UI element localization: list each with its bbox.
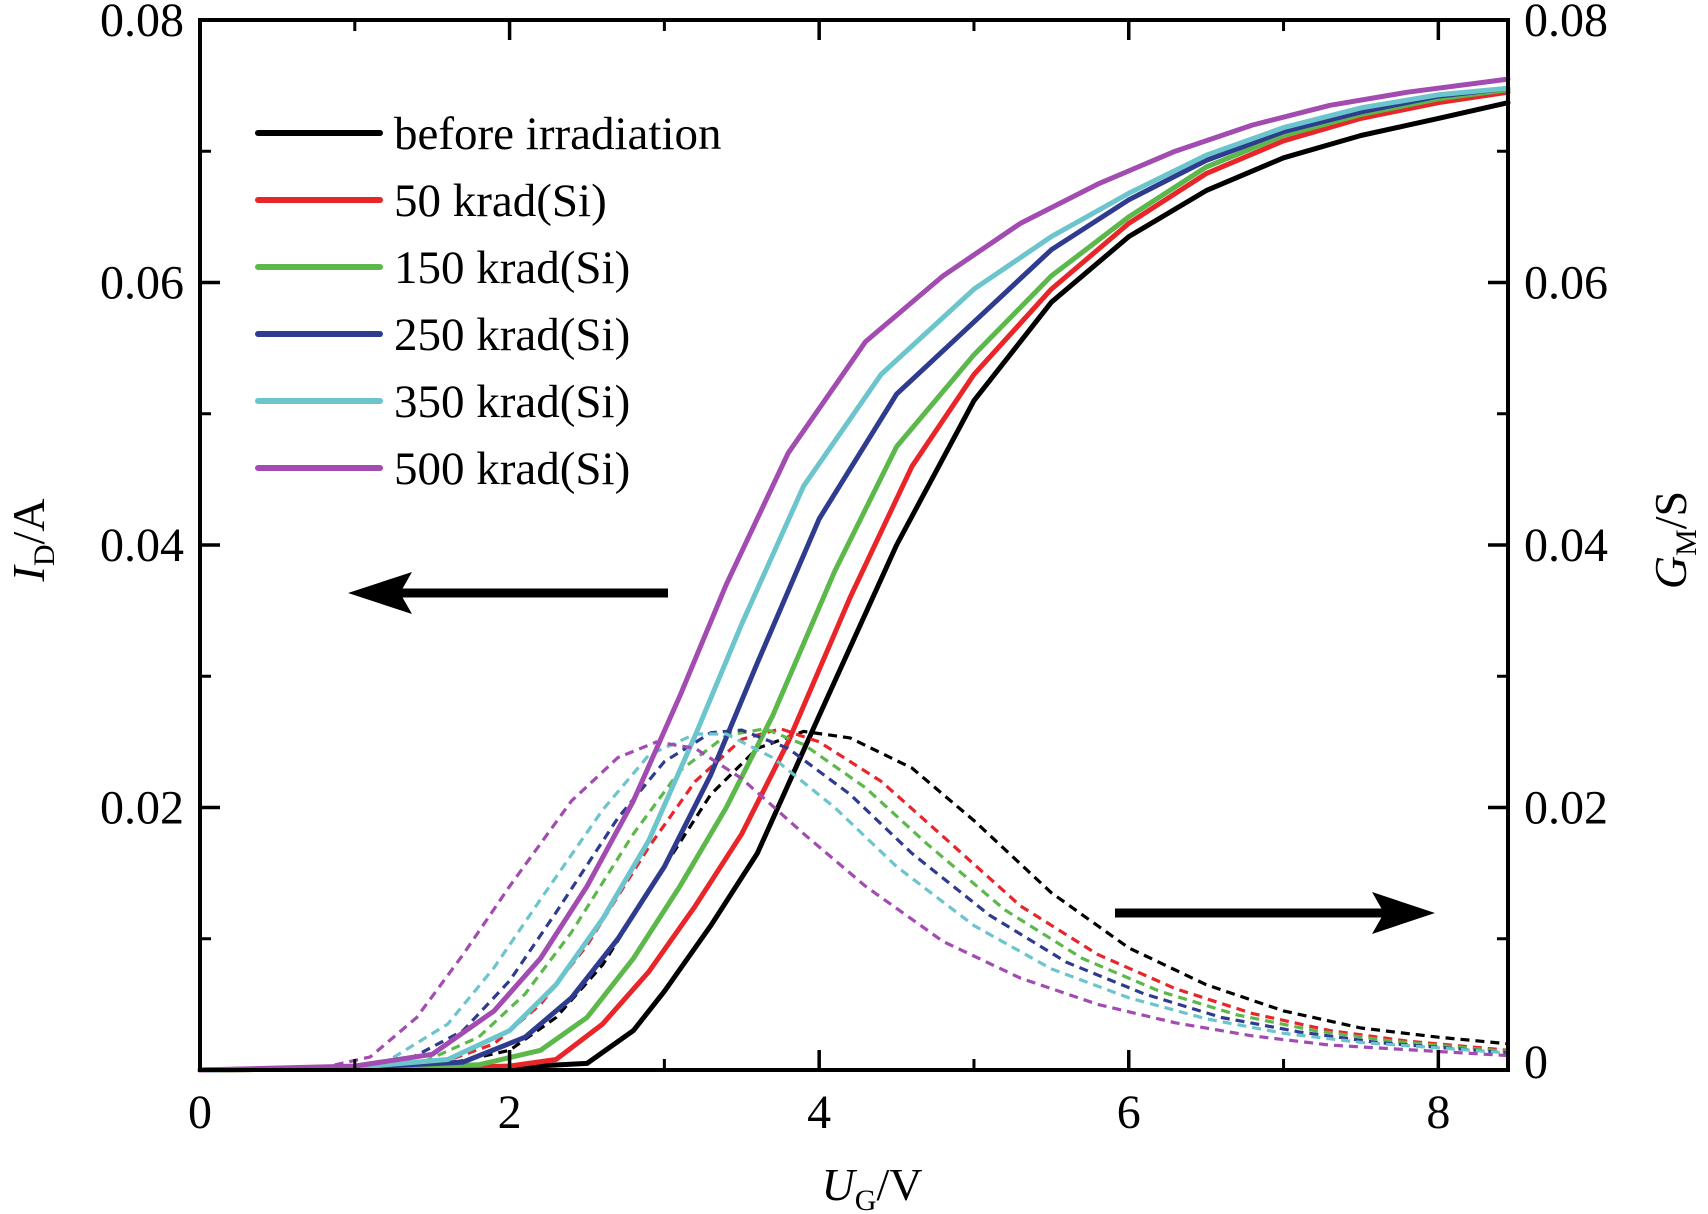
y-left-tick-label: 0.08 <box>100 0 184 47</box>
y-right-tick-label: 0.06 <box>1524 257 1608 310</box>
gm-curve-2 <box>200 727 1509 1072</box>
id-curve-2 <box>197 87 1511 1073</box>
x-tick-label: 4 <box>807 1086 831 1139</box>
legend-label-0: before irradiation <box>394 108 722 160</box>
gm-curve-4 <box>199 732 1509 1072</box>
y-right-tick-label: 0.02 <box>1524 782 1608 835</box>
series-layer <box>197 76 1511 1073</box>
right-arrow-head <box>1372 892 1435 934</box>
arrows <box>348 572 1435 934</box>
y-axis-label-right-sub: M <box>1670 529 1703 556</box>
id-curve-4 <box>197 85 1511 1073</box>
x-axis-label-sub: G <box>855 1184 877 1214</box>
y-axis-label-right: GM/S <box>1645 491 1703 589</box>
y-axis-label-left-sub: D <box>28 545 61 567</box>
id-curve-1 <box>197 89 1511 1073</box>
y-left-tick-label: 0.02 <box>100 782 184 835</box>
y-axis-label-right-main: G <box>1645 556 1696 589</box>
legend-label-3: 250 krad(Si) <box>394 309 630 361</box>
plot-area <box>197 76 1511 1073</box>
y-right-tick-label: 0.04 <box>1524 519 1608 572</box>
x-axis-label-main: U <box>822 1159 858 1210</box>
id-curve-5 <box>197 76 1511 1073</box>
x-tick-label: 6 <box>1117 1086 1141 1139</box>
y-right-tick-label: 0 <box>1524 1036 1548 1089</box>
x-tick-label: 8 <box>1426 1086 1450 1139</box>
y-right-tick-label: 0.08 <box>1524 0 1608 47</box>
x-tick-label: 0 <box>188 1086 212 1139</box>
gm-curve-1 <box>200 727 1509 1072</box>
gm-curve-3 <box>199 728 1509 1072</box>
y-axis-label-left-main: I <box>3 564 54 583</box>
legend-label-4: 350 krad(Si) <box>394 376 630 428</box>
id-curve-0 <box>197 100 1511 1073</box>
gm-curve-0 <box>200 729 1509 1072</box>
ticks: 0 2 4 6 8 0.02 0.04 0.06 0.08 0 0.02 0.04 0.06 0.08 <box>100 0 1608 1139</box>
x-axis-label-unit: /V <box>876 1159 922 1210</box>
y-axis-label-right-unit: /S <box>1645 491 1696 529</box>
y-axis-label-left: ID/A <box>3 499 61 583</box>
id-curve-3 <box>197 85 1511 1073</box>
x-axis-label: UG/V <box>822 1159 923 1214</box>
y-left-tick-label: 0.06 <box>100 257 184 310</box>
y-left-tick-label: 0.04 <box>100 519 184 572</box>
legend-label-2: 150 krad(Si) <box>394 242 630 294</box>
legend-label-1: 50 krad(Si) <box>394 175 607 227</box>
x-tick-label: 2 <box>498 1086 522 1139</box>
left-arrow-head <box>348 572 412 614</box>
gm-curve-5 <box>199 740 1509 1072</box>
legend-label-5: 500 krad(Si) <box>394 443 630 495</box>
legend: before irradiation 50 krad(Si) 150 krad(Si… <box>255 108 722 495</box>
y-axis-label-left-unit: /A <box>3 499 54 545</box>
